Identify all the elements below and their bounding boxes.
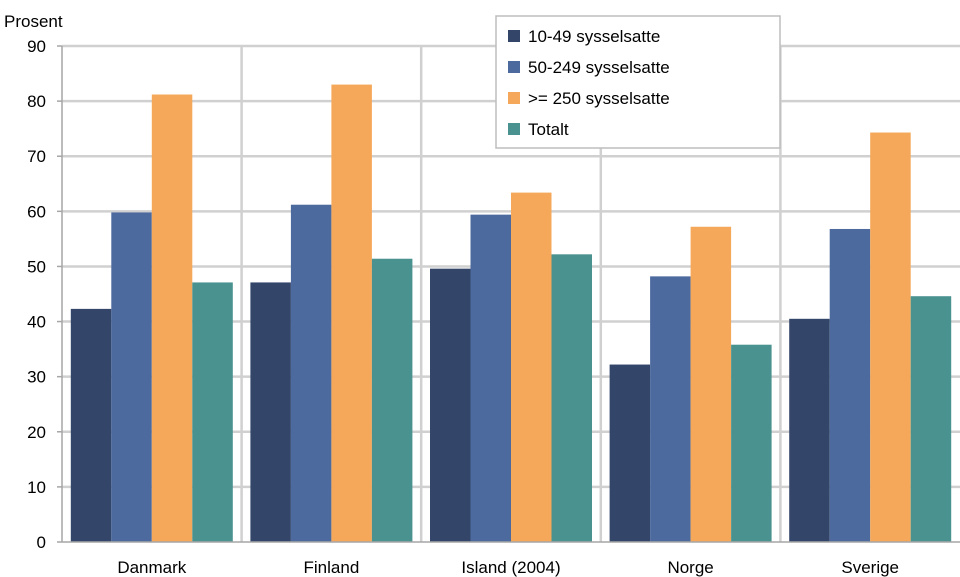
bar-danmark-series-4 <box>192 282 233 542</box>
y-tick-label-30: 30 <box>27 368 46 387</box>
y-tick-label-20: 20 <box>27 423 46 442</box>
y-tick-labels: 0 10 20 30 40 50 60 70 80 90 <box>27 37 46 552</box>
y-axis-label: Prosent <box>4 12 63 31</box>
x-tick-label-finland: Finland <box>304 558 360 577</box>
y-tick-label-60: 60 <box>27 202 46 221</box>
bar-finland-series-2 <box>290 204 332 542</box>
x-tick-label-island-2004-: Island (2004) <box>461 558 560 577</box>
bar-island-2004--series-4 <box>551 254 592 542</box>
legend-label-3: >= 250 sysselsatte <box>528 89 670 108</box>
legend-swatch-4 <box>508 123 520 135</box>
legend-swatch-2 <box>508 61 520 73</box>
bar-danmark-series-1 <box>70 308 112 542</box>
bar-sverige-series-1 <box>789 318 830 542</box>
legend-box <box>495 15 781 149</box>
x-tick-labels: Danmark Finland Island (2004) Norge Sverige <box>117 558 899 577</box>
y-tick-label-0: 0 <box>37 533 46 552</box>
bar-island-2004--series-3 <box>511 192 552 542</box>
bar-finland-series-3 <box>331 84 372 543</box>
bar-danmark-series-2 <box>111 212 152 543</box>
axes <box>57 45 960 543</box>
legend-label-4: Totalt <box>528 120 569 139</box>
y-tick-label-40: 40 <box>27 313 46 332</box>
y-tick-label-80: 80 <box>27 92 46 111</box>
legend-label-1: 10-49 sysselsatte <box>528 27 660 46</box>
legend-swatch-1 <box>508 30 520 42</box>
y-tick-label-90: 90 <box>27 37 46 56</box>
bar-island-2004--series-1 <box>430 268 471 542</box>
bar-norge-series-3 <box>690 226 732 542</box>
bars <box>70 84 952 543</box>
x-tick-label-danmark: Danmark <box>117 558 186 577</box>
legend-label-2: 50-249 sysselsatte <box>528 58 670 77</box>
y-tick-label-50: 50 <box>27 257 46 276</box>
bar-norge-series-2 <box>650 276 691 542</box>
y-tick-label-10: 10 <box>27 478 46 497</box>
legend-swatch-3 <box>508 92 520 104</box>
bar-norge-series-1 <box>609 364 651 542</box>
bar-finland-series-4 <box>371 258 413 542</box>
x-tick-label-norge: Norge <box>667 558 713 577</box>
y-tick-label-70: 70 <box>27 147 46 166</box>
bar-sverige-series-2 <box>829 228 871 543</box>
x-tick-label-sverige: Sverige <box>841 558 899 577</box>
bar-island-2004--series-2 <box>470 214 511 542</box>
legend-items: 10-49 sysselsatte 50-249 sysselsatte >= 25… <box>508 27 670 139</box>
bar-norge-series-4 <box>731 344 772 542</box>
bar-sverige-series-3 <box>870 132 911 542</box>
legend: 10-49 sysselsatte 50-249 sysselsatte >= 25… <box>495 15 781 149</box>
bar-danmark-series-3 <box>151 94 193 543</box>
bar-sverige-series-4 <box>910 296 952 542</box>
bar-finland-series-1 <box>250 282 291 542</box>
